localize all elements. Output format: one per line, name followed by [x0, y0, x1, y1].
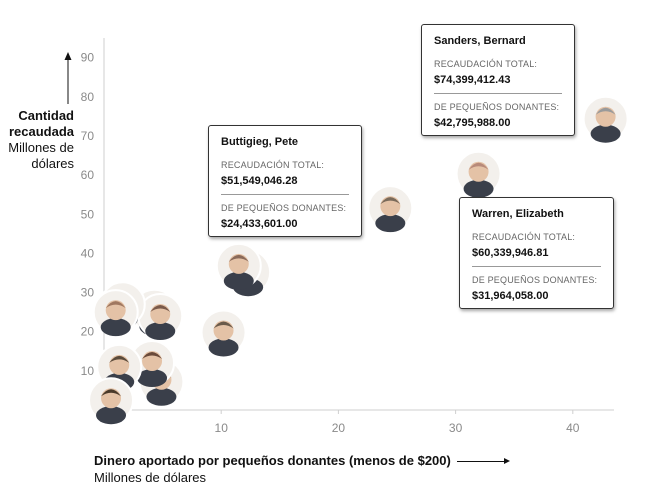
- tooltip-name: Buttigieg, Pete: [221, 136, 299, 148]
- tooltip-small-label: DE PEQUEÑOS DONANTES:: [434, 102, 560, 112]
- data-point: [92, 289, 139, 337]
- avatar-shoulders: [100, 318, 131, 337]
- y-tick-label: 60: [81, 168, 95, 182]
- tooltip-small-value: $42,795,988.00: [434, 117, 511, 129]
- data-point: [88, 377, 135, 425]
- avatar-shoulders: [463, 179, 494, 198]
- tooltip-total-value: $51,549,046.28: [221, 175, 298, 187]
- y-arrow-head-icon: [64, 52, 72, 60]
- avatar-shoulders: [146, 387, 177, 406]
- x-axis-arrow-icon: [456, 458, 510, 465]
- x-axis-title: Dinero aportado por pequeños donantes (m…: [94, 453, 451, 468]
- y-axis-subtitle: Millones de dólares: [8, 140, 74, 171]
- tooltip-total-value: $60,339,946.81: [472, 247, 549, 259]
- data-point: [200, 309, 247, 357]
- avatar-shoulders: [137, 369, 168, 388]
- y-tick-label: 40: [81, 246, 95, 260]
- tooltip-name: Sanders, Bernard: [434, 35, 526, 47]
- tooltip-small-value: $31,964,058.00: [472, 290, 549, 302]
- avatar-hair: [468, 162, 489, 170]
- avatar-shoulders: [223, 271, 254, 290]
- avatar-hair: [595, 107, 616, 115]
- y-axis-title: Cantidad recaudada: [8, 108, 74, 139]
- avatar-shoulders: [145, 322, 176, 341]
- x-axis-subtitle: Millones de dólares: [94, 470, 207, 485]
- tooltip-separator: [221, 194, 349, 195]
- x-tick-label: 40: [566, 421, 580, 435]
- tooltip-total-label: RECAUDACIÓN TOTAL:: [221, 160, 325, 170]
- tooltip-total-value: $74,399,412.43: [434, 74, 511, 86]
- avatar-hair: [142, 352, 163, 360]
- avatar-shoulders: [96, 406, 127, 425]
- tooltip-small-label: DE PEQUEÑOS DONANTES:: [221, 203, 347, 213]
- avatar-hair: [105, 301, 126, 309]
- y-tick-label: 30: [81, 286, 95, 300]
- data-point: [367, 185, 414, 233]
- y-tick-label: 20: [81, 325, 95, 339]
- tooltip-small-value: $24,433,601.00: [221, 218, 298, 230]
- y-tick-label: 80: [81, 90, 95, 104]
- x-axis-label: Dinero aportado por pequeños donantes (m…: [94, 452, 510, 486]
- avatar-hair: [213, 321, 234, 329]
- x-tick-label: 20: [332, 421, 346, 435]
- data-point: [455, 150, 502, 198]
- y-tick-label: 90: [81, 51, 95, 65]
- tooltip-sanders: Sanders, Bernard RECAUDACIÓN TOTAL: $74,…: [421, 24, 575, 136]
- avatar-hair: [109, 355, 130, 363]
- avatar-hair: [101, 389, 122, 397]
- avatar-hair: [380, 197, 401, 205]
- tooltip-separator: [472, 266, 601, 267]
- tooltip-total-label: RECAUDACIÓN TOTAL:: [472, 232, 576, 242]
- avatar-shoulders: [590, 124, 621, 143]
- y-tick-label: 10: [81, 364, 95, 378]
- y-tick-label: 50: [81, 207, 95, 221]
- data-point: [582, 95, 629, 143]
- x-tick-label: 10: [215, 421, 229, 435]
- tooltip-total-label: RECAUDACIÓN TOTAL:: [434, 59, 538, 69]
- x-tick-label: 30: [449, 421, 463, 435]
- avatar-shoulders: [375, 214, 406, 233]
- y-axis-label: Cantidad recaudada Millones de dólares: [4, 108, 74, 172]
- data-point: [137, 293, 184, 341]
- tooltip-separator: [434, 93, 562, 94]
- tooltip-small-label: DE PEQUEÑOS DONANTES:: [472, 275, 598, 285]
- avatar-shoulders: [208, 338, 239, 357]
- tooltip-name: Warren, Elizabeth: [472, 208, 564, 220]
- data-point: [215, 242, 262, 290]
- avatar-hair: [150, 305, 171, 313]
- avatar-hair: [228, 254, 249, 262]
- tooltip-buttigieg: Buttigieg, Pete RECAUDACIÓN TOTAL: $51,5…: [208, 125, 362, 237]
- tooltip-warren: Warren, Elizabeth RECAUDACIÓN TOTAL: $60…: [459, 197, 614, 309]
- y-tick-label: 70: [81, 129, 95, 143]
